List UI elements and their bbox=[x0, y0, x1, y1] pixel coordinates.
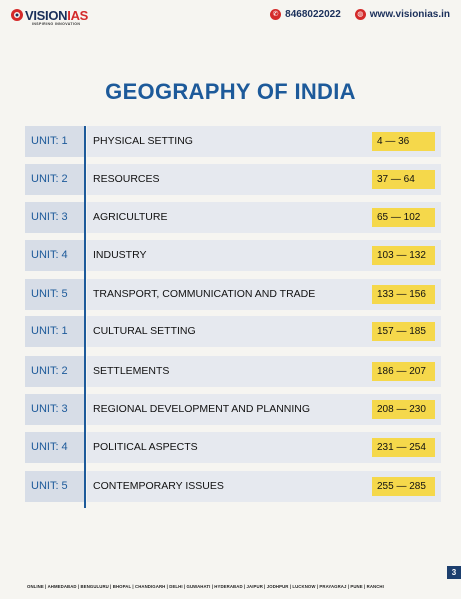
topic-title: CONTEMPORARY ISSUES bbox=[87, 471, 441, 502]
toc-row[interactable]: UNIT: 3 AGRICULTURE 65 — 102 bbox=[25, 202, 441, 233]
page-range: 65 — 102 bbox=[372, 208, 435, 227]
page-range: 103 — 132 bbox=[372, 246, 435, 265]
toc-row[interactable]: UNIT: 1 CULTURAL SETTING 157 — 185 bbox=[25, 316, 441, 347]
unit-label: UNIT: 1 bbox=[25, 126, 86, 157]
unit-label: UNIT: 5 bbox=[25, 471, 86, 502]
page-title: GEOGRAPHY OF INDIA bbox=[105, 79, 356, 104]
page-range: 133 — 156 bbox=[372, 285, 435, 304]
page-range: 231 — 254 bbox=[372, 438, 435, 457]
unit-label: UNIT: 4 bbox=[25, 240, 86, 271]
contact-info: ✆ 8468022022 ◍ www.visionias.in bbox=[270, 9, 450, 20]
globe-icon: ◍ bbox=[354, 9, 366, 20]
vision-ias-logo-icon bbox=[11, 9, 23, 21]
phone-icon: ✆ bbox=[270, 9, 282, 20]
unit-label: UNIT: 1 bbox=[25, 316, 86, 347]
toc-row[interactable]: UNIT: 4 POLITICAL ASPECTS 231 — 254 bbox=[25, 432, 441, 463]
logo-text: VISIONIAS bbox=[25, 8, 88, 23]
toc-row[interactable]: UNIT: 4 INDUSTRY 103 — 132 bbox=[25, 240, 441, 271]
logo-ias-text: IAS bbox=[67, 8, 89, 23]
unit-label: UNIT: 3 bbox=[25, 394, 86, 425]
page-number: 3 bbox=[447, 566, 461, 579]
footer-cities: ONLINE | AHMEDABAD | BENGULURU | BHOPAL … bbox=[27, 584, 384, 589]
unit-label: UNIT: 3 bbox=[25, 202, 86, 233]
unit-label: UNIT: 2 bbox=[25, 356, 86, 387]
toc-row[interactable]: UNIT: 2 RESOURCES 37 — 64 bbox=[25, 164, 441, 195]
toc-divider-line bbox=[84, 126, 86, 508]
logo-tagline: INSPIRING INNOVATION bbox=[32, 22, 81, 26]
page-range: 4 — 36 bbox=[372, 132, 435, 151]
toc-row[interactable]: UNIT: 3 REGIONAL DEVELOPMENT AND PLANNING… bbox=[25, 394, 441, 425]
unit-label: UNIT: 4 bbox=[25, 432, 86, 463]
unit-label: UNIT: 5 bbox=[25, 279, 86, 310]
toc-row[interactable]: UNIT: 5 CONTEMPORARY ISSUES 255 — 285 bbox=[25, 471, 441, 502]
logo-vision-text: VISION bbox=[25, 8, 68, 23]
page-range: 157 — 185 bbox=[372, 322, 435, 341]
unit-label: UNIT: 2 bbox=[25, 164, 86, 195]
toc-row[interactable]: UNIT: 5 TRANSPORT, COMMUNICATION AND TRAD… bbox=[25, 279, 441, 310]
website-link[interactable]: www.visionias.in bbox=[369, 9, 450, 20]
page-range: 255 — 285 bbox=[372, 477, 435, 496]
page-range: 208 — 230 bbox=[372, 400, 435, 419]
toc-row[interactable]: UNIT: 2 SETTLEMENTS 186 — 207 bbox=[25, 356, 441, 387]
toc-row[interactable]: UNIT: 1 PHYSICAL SETTING 4 — 36 bbox=[25, 126, 441, 157]
phone-number[interactable]: 8468022022 bbox=[285, 9, 341, 20]
page-range: 186 — 207 bbox=[372, 362, 435, 381]
page-range: 37 — 64 bbox=[372, 170, 435, 189]
